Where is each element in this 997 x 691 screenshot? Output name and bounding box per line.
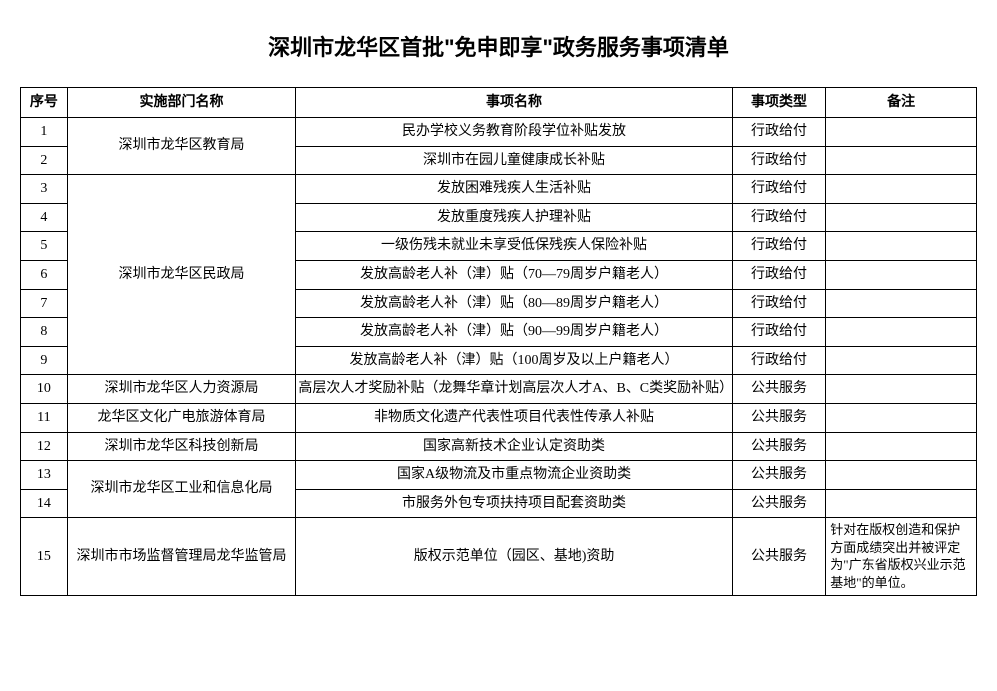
table-cell-item: 深圳市在园儿童健康成长补贴 [296,146,732,175]
table-row: 11龙华区文化广电旅游体育局非物质文化遗产代表性项目代表性传承人补贴公共服务 [21,403,977,432]
table-cell-remark [826,232,977,261]
table-cell-type: 行政给付 [732,175,826,204]
table-cell-type: 公共服务 [732,518,826,595]
table-cell-type: 行政给付 [732,232,826,261]
table-body: 1深圳市龙华区教育局民办学校义务教育阶段学位补贴发放行政给付2深圳市在园儿童健康… [21,118,977,596]
table-cell-seq: 13 [21,461,68,490]
table-cell-item: 非物质文化遗产代表性项目代表性传承人补贴 [296,403,732,432]
table-cell-remark [826,289,977,318]
table-cell-dept: 深圳市龙华区教育局 [67,118,296,175]
table-cell-type: 公共服务 [732,489,826,518]
header-seq: 序号 [21,88,68,118]
table-cell-remark [826,461,977,490]
table-cell-item: 发放困难残疾人生活补贴 [296,175,732,204]
table-header-row: 序号 实施部门名称 事项名称 事项类型 备注 [21,88,977,118]
table-cell-remark [826,375,977,404]
table-cell-type: 公共服务 [732,461,826,490]
table-cell-dept: 深圳市龙华区人力资源局 [67,375,296,404]
table-cell-type: 公共服务 [732,432,826,461]
table-cell-seq: 5 [21,232,68,261]
header-type: 事项类型 [732,88,826,118]
table-cell-remark [826,346,977,375]
service-items-table: 序号 实施部门名称 事项名称 事项类型 备注 1深圳市龙华区教育局民办学校义务教… [20,87,977,596]
table-cell-item: 一级伤残未就业未享受低保残疾人保险补贴 [296,232,732,261]
table-cell-seq: 1 [21,118,68,147]
table-cell-seq: 12 [21,432,68,461]
table-cell-seq: 9 [21,346,68,375]
table-cell-dept: 深圳市龙华区工业和信息化局 [67,461,296,518]
table-cell-type: 行政给付 [732,289,826,318]
table-cell-seq: 15 [21,518,68,595]
table-cell-remark [826,175,977,204]
table-cell-type: 行政给付 [732,260,826,289]
table-cell-remark [826,146,977,175]
table-cell-remark [826,260,977,289]
table-cell-type: 公共服务 [732,375,826,404]
table-cell-seq: 8 [21,318,68,347]
table-cell-item: 发放重度残疾人护理补贴 [296,203,732,232]
table-row: 3深圳市龙华区民政局发放困难残疾人生活补贴行政给付 [21,175,977,204]
header-item: 事项名称 [296,88,732,118]
header-remark: 备注 [826,88,977,118]
table-cell-remark [826,403,977,432]
table-cell-type: 行政给付 [732,346,826,375]
table-cell-remark [826,318,977,347]
table-cell-seq: 6 [21,260,68,289]
header-dept: 实施部门名称 [67,88,296,118]
table-cell-remark [826,432,977,461]
table-cell-dept: 深圳市市场监督管理局龙华监管局 [67,518,296,595]
table-row: 1深圳市龙华区教育局民办学校义务教育阶段学位补贴发放行政给付 [21,118,977,147]
table-cell-seq: 2 [21,146,68,175]
table-cell-type: 行政给付 [732,318,826,347]
table-cell-item: 市服务外包专项扶持项目配套资助类 [296,489,732,518]
table-cell-seq: 11 [21,403,68,432]
table-cell-item: 高层次人才奖励补贴（龙舞华章计划高层次人才A、B、C类奖励补贴） [296,375,732,404]
table-cell-seq: 7 [21,289,68,318]
table-cell-remark [826,203,977,232]
table-cell-type: 公共服务 [732,403,826,432]
table-cell-remark [826,118,977,147]
table-cell-item: 国家A级物流及市重点物流企业资助类 [296,461,732,490]
table-cell-item: 发放高龄老人补（津）贴（70—79周岁户籍老人） [296,260,732,289]
table-cell-seq: 10 [21,375,68,404]
table-cell-item: 民办学校义务教育阶段学位补贴发放 [296,118,732,147]
table-row: 12深圳市龙华区科技创新局国家高新技术企业认定资助类公共服务 [21,432,977,461]
table-cell-type: 行政给付 [732,118,826,147]
table-cell-dept: 龙华区文化广电旅游体育局 [67,403,296,432]
table-cell-item: 发放高龄老人补（津）贴（100周岁及以上户籍老人） [296,346,732,375]
table-cell-item: 国家高新技术企业认定资助类 [296,432,732,461]
table-cell-item: 发放高龄老人补（津）贴（80—89周岁户籍老人） [296,289,732,318]
table-cell-dept: 深圳市龙华区科技创新局 [67,432,296,461]
table-cell-seq: 14 [21,489,68,518]
table-cell-remark: 针对在版权创造和保护方面成绩突出并被评定为"广东省版权兴业示范基地"的单位。 [826,518,977,595]
page-title: 深圳市龙华区首批"免申即享"政务服务事项清单 [20,30,977,62]
table-row: 10深圳市龙华区人力资源局高层次人才奖励补贴（龙舞华章计划高层次人才A、B、C类… [21,375,977,404]
table-cell-type: 行政给付 [732,203,826,232]
table-cell-item: 版权示范单位（园区、基地)资助 [296,518,732,595]
table-cell-seq: 3 [21,175,68,204]
table-row: 13深圳市龙华区工业和信息化局国家A级物流及市重点物流企业资助类公共服务 [21,461,977,490]
table-cell-type: 行政给付 [732,146,826,175]
table-cell-remark [826,489,977,518]
table-cell-seq: 4 [21,203,68,232]
table-row: 15深圳市市场监督管理局龙华监管局版权示范单位（园区、基地)资助公共服务针对在版… [21,518,977,595]
table-cell-dept: 深圳市龙华区民政局 [67,175,296,375]
table-cell-item: 发放高龄老人补（津）贴（90—99周岁户籍老人） [296,318,732,347]
